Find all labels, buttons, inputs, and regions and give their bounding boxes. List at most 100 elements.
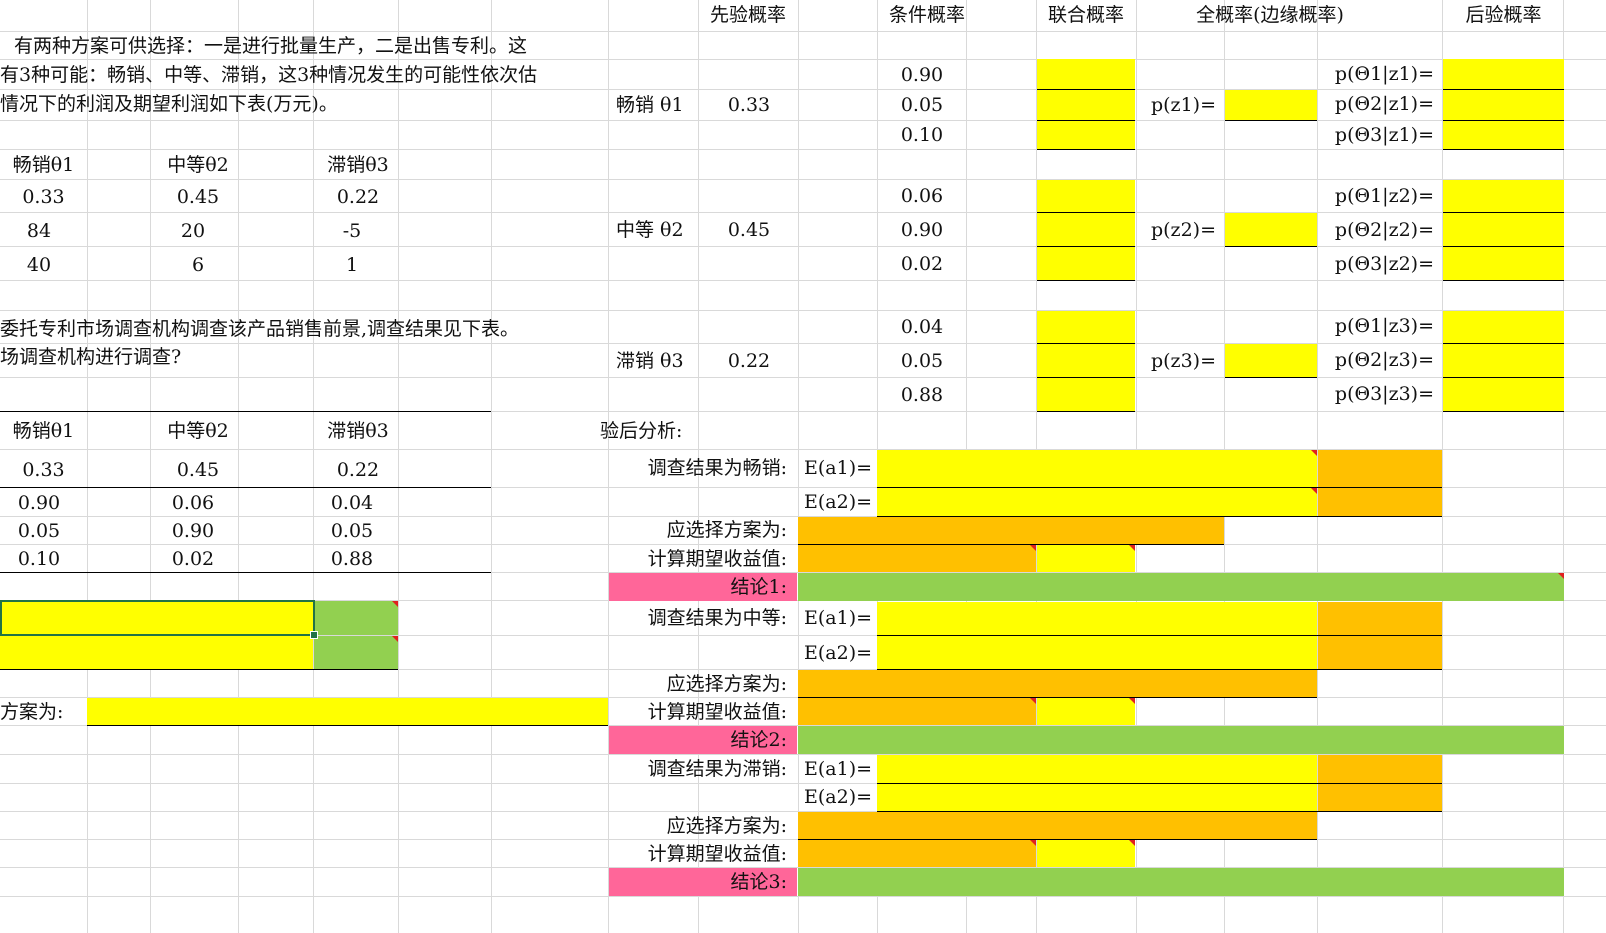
survey-cell[interactable]: 0.04: [330, 492, 374, 514]
cond-value[interactable]: 0.05: [900, 94, 944, 116]
marginal-prob-cell[interactable]: [1225, 344, 1317, 377]
prior-value[interactable]: 0.33: [727, 94, 771, 116]
payoff-a1-2[interactable]: 20: [180, 220, 206, 242]
ea2-formula-cell[interactable]: [877, 488, 1317, 516]
ea2-formula-cell[interactable]: [877, 636, 1317, 669]
comment-marker[interactable]: [1030, 840, 1036, 846]
ea1-label: E(a1)=: [804, 758, 873, 780]
prior-value[interactable]: 0.22: [727, 350, 771, 372]
ea2-value-cell[interactable]: [1318, 488, 1442, 516]
posterior-prob-cell[interactable]: [1443, 344, 1564, 377]
cond-value[interactable]: 0.10: [900, 124, 944, 146]
joint-prob-cell[interactable]: [1037, 311, 1135, 343]
survey-cell[interactable]: 0.06: [171, 492, 215, 514]
payoff-a2-1[interactable]: 40: [26, 254, 52, 276]
posterior-prob-cell[interactable]: [1443, 59, 1564, 89]
ea1-formula-cell[interactable]: [877, 602, 1317, 635]
survey-prior-3[interactable]: 0.22: [336, 459, 380, 481]
comment-marker[interactable]: [392, 636, 398, 642]
choose-option-cell[interactable]: [798, 517, 1224, 544]
joint-prob-cell[interactable]: [1037, 344, 1135, 377]
survey-header-2: 中等θ2: [167, 420, 229, 442]
conclusion-label-cell: [609, 726, 797, 754]
payoff-prob-2[interactable]: 0.45: [176, 186, 220, 208]
payoff-prob-3[interactable]: 0.22: [336, 186, 380, 208]
payoff-a1-3[interactable]: -5: [342, 220, 362, 242]
posterior-prob-cell[interactable]: [1443, 180, 1564, 212]
comment-marker[interactable]: [392, 601, 398, 607]
joint-prob-cell[interactable]: [1037, 213, 1135, 246]
survey-cell[interactable]: 0.90: [17, 492, 61, 514]
ea1-formula-cell[interactable]: [877, 450, 1317, 487]
expected-value-cell[interactable]: [1037, 840, 1135, 867]
conclusion-cell[interactable]: [798, 868, 1564, 896]
joint-prob-cell[interactable]: [1037, 121, 1135, 149]
ea1-formula-cell[interactable]: [877, 755, 1317, 783]
posterior-prob-cell[interactable]: [1443, 247, 1564, 280]
expected-value-cell[interactable]: [1037, 698, 1135, 725]
conclusion-cell[interactable]: [798, 573, 1564, 601]
cond-value[interactable]: 0.05: [900, 350, 944, 372]
prior-choice-cell[interactable]: [87, 698, 608, 725]
cond-value[interactable]: 0.88: [900, 384, 944, 406]
prior-value[interactable]: 0.45: [727, 219, 771, 241]
posterior-prob-cell[interactable]: [1443, 90, 1564, 120]
active-cell-selection[interactable]: [0, 600, 315, 636]
survey-cell[interactable]: 0.05: [17, 520, 61, 542]
ea1-value-cell[interactable]: [1318, 450, 1442, 487]
conclusion-cell[interactable]: [798, 726, 1564, 754]
marginal-prob-cell[interactable]: [1225, 90, 1317, 120]
expected-formula-cell[interactable]: [798, 840, 1036, 867]
posterior-prob-cell[interactable]: [1443, 378, 1564, 411]
ea1-prior-cell[interactable]: [0, 601, 313, 635]
posterior-prob-cell[interactable]: [1443, 213, 1564, 246]
comment-marker[interactable]: [1311, 450, 1317, 456]
joint-prob-cell[interactable]: [1037, 59, 1135, 89]
ea2-prior-value-cell[interactable]: [314, 636, 398, 669]
comment-marker[interactable]: [1129, 545, 1135, 551]
ea1-value-cell[interactable]: [1318, 602, 1442, 635]
comment-marker[interactable]: [1558, 573, 1564, 579]
comment-marker[interactable]: [1129, 698, 1135, 704]
payoff-prob-1[interactable]: 0.33: [22, 186, 65, 208]
payoff-a1-1[interactable]: 84: [26, 220, 52, 242]
posterior-prob-cell[interactable]: [1443, 311, 1564, 343]
cond-value[interactable]: 0.04: [900, 316, 944, 338]
ea2-prior-cell[interactable]: [0, 636, 313, 669]
survey-cell[interactable]: 0.10: [17, 548, 61, 570]
survey-prior-2[interactable]: 0.45: [176, 459, 220, 481]
fill-handle[interactable]: [310, 631, 318, 639]
joint-prob-cell[interactable]: [1037, 90, 1135, 120]
ea1-prior-value-cell[interactable]: [314, 601, 398, 635]
ea2-formula-cell[interactable]: [877, 784, 1317, 811]
survey-cell[interactable]: 0.05: [330, 520, 374, 542]
marginal-prob-cell[interactable]: [1225, 213, 1317, 246]
survey-prior-1[interactable]: 0.33: [22, 459, 65, 481]
expected-formula-cell[interactable]: [798, 545, 1036, 572]
payoff-a2-2[interactable]: 6: [191, 254, 205, 276]
comment-marker[interactable]: [1030, 545, 1036, 551]
comment-marker[interactable]: [1311, 488, 1317, 494]
choose-option-cell[interactable]: [798, 812, 1317, 839]
comment-marker[interactable]: [1129, 840, 1135, 846]
ea2-value-cell[interactable]: [1318, 636, 1442, 669]
comment-marker[interactable]: [1030, 698, 1036, 704]
cond-value[interactable]: 0.90: [900, 64, 944, 86]
choose-option-cell[interactable]: [798, 670, 1317, 697]
cond-value[interactable]: 0.90: [900, 219, 944, 241]
joint-prob-cell[interactable]: [1037, 247, 1135, 280]
survey-cell[interactable]: 0.90: [171, 520, 215, 542]
cond-value[interactable]: 0.02: [900, 253, 944, 275]
survey-cell[interactable]: 0.88: [330, 548, 374, 570]
expected-formula-cell[interactable]: [798, 698, 1036, 725]
posterior-prob-cell[interactable]: [1443, 121, 1564, 149]
ea1-value-cell[interactable]: [1318, 755, 1442, 783]
survey-cell[interactable]: 0.02: [171, 548, 215, 570]
cond-value[interactable]: 0.06: [900, 185, 944, 207]
expected-value-cell[interactable]: [1037, 545, 1135, 572]
joint-prob-cell[interactable]: [1037, 180, 1135, 212]
payoff-a2-3[interactable]: 1: [345, 254, 359, 276]
ea2-value-cell[interactable]: [1318, 784, 1442, 811]
joint-prob-cell[interactable]: [1037, 378, 1135, 411]
